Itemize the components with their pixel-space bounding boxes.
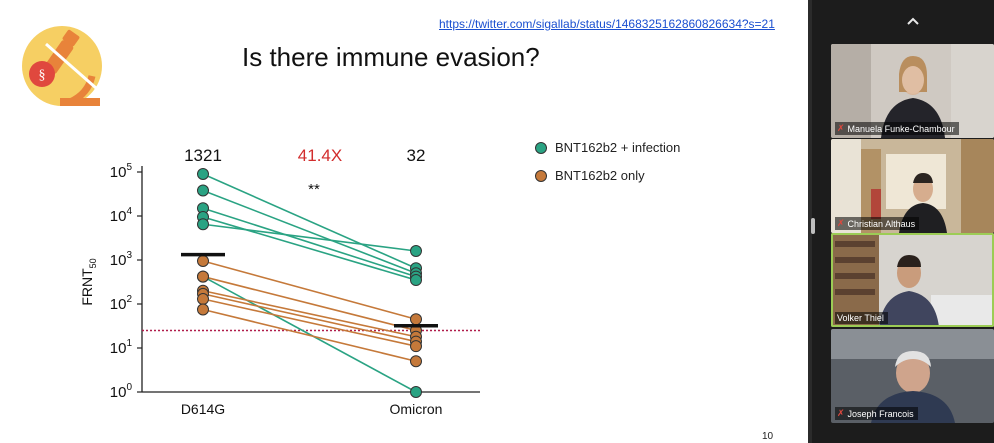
muted-microphone-icon: ✗ bbox=[837, 408, 845, 418]
participant-tile-4[interactable]: ✗ Joseph Francois bbox=[831, 329, 994, 423]
legend-vaccine-only-label: BNT162b2 only bbox=[555, 168, 645, 183]
omicron-gmt-label: 32 bbox=[407, 146, 426, 165]
paired-line bbox=[202, 275, 417, 332]
data-point bbox=[197, 270, 209, 283]
page-number: 10 bbox=[762, 431, 774, 442]
paired-line bbox=[202, 289, 417, 338]
muted-microphone-icon: ✗ bbox=[837, 123, 845, 133]
legend-infection-swatch bbox=[535, 141, 547, 154]
frnt50-chart: 1321 41.4X 32 ** 100 101 102 103 104 105 FRNT5… bbox=[79, 146, 480, 417]
participant-name-tag: ✗ Joseph Francois bbox=[835, 407, 918, 420]
paired-line bbox=[202, 308, 417, 363]
participant-name-tag: ✗ Manuela Funke-Chambour bbox=[835, 122, 959, 135]
participant-tile-2[interactable]: ✗ Christian Althaus bbox=[831, 139, 994, 233]
participant-video bbox=[831, 233, 994, 327]
participant-name: Manuela Funke-Chambour bbox=[847, 123, 955, 134]
data-point bbox=[410, 313, 422, 326]
collapse-chevron-up-icon[interactable] bbox=[903, 11, 923, 31]
panel-resize-handle[interactable] bbox=[811, 218, 815, 234]
paired-line bbox=[202, 298, 417, 347]
y-tick-label: 103 bbox=[110, 250, 133, 269]
muted-microphone-icon: ✗ bbox=[837, 218, 845, 228]
data-point bbox=[410, 274, 422, 287]
legend-infection: BNT162b2 + infection bbox=[535, 140, 680, 155]
data-point bbox=[410, 355, 422, 368]
paired-line bbox=[202, 223, 417, 252]
y-tick-label: 102 bbox=[110, 294, 133, 313]
paired-line bbox=[202, 173, 417, 269]
legend-vaccine-only: BNT162b2 only bbox=[535, 168, 645, 183]
svg-text:§: § bbox=[39, 68, 46, 83]
data-point bbox=[197, 292, 209, 305]
participant-tile-1[interactable]: ✗ Manuela Funke-Chambour bbox=[831, 44, 994, 138]
paired-line bbox=[202, 260, 417, 321]
data-point bbox=[197, 184, 209, 197]
paired-line bbox=[202, 189, 417, 274]
microscope-logo-icon: § bbox=[22, 26, 102, 106]
y-axis-title: FRNT50 bbox=[79, 258, 98, 305]
paired-line bbox=[202, 275, 417, 393]
presentation-slide: § https://twitter.com/sigallab/status/14… bbox=[0, 0, 808, 443]
significance-label: ** bbox=[308, 181, 320, 198]
participant-name: Volker Thiel bbox=[837, 313, 884, 323]
d614g-gmt-label: 1321 bbox=[184, 146, 222, 165]
participant-name: Christian Althaus bbox=[847, 218, 916, 229]
source-link[interactable]: https://twitter.com/sigallab/status/1468… bbox=[439, 17, 775, 31]
panel-divider bbox=[808, 0, 812, 443]
participant-name-tag: Volker Thiel bbox=[835, 312, 888, 324]
data-point bbox=[197, 254, 209, 267]
data-point bbox=[410, 245, 422, 258]
y-tick-label: 100 bbox=[110, 382, 133, 401]
x-tick-label: D614G bbox=[181, 401, 225, 417]
y-tick-label: 101 bbox=[110, 338, 133, 357]
fold-change-label: 41.4X bbox=[298, 146, 342, 165]
data-point bbox=[410, 340, 422, 353]
data-point bbox=[197, 218, 209, 231]
participant-name-tag: ✗ Christian Althaus bbox=[835, 217, 920, 230]
data-point bbox=[197, 168, 209, 181]
x-tick-label: Omicron bbox=[390, 401, 443, 417]
paired-line bbox=[202, 207, 417, 278]
data-point bbox=[197, 303, 209, 316]
data-point bbox=[410, 386, 422, 398]
participant-name: Joseph Francois bbox=[847, 408, 914, 419]
legend-infection-label: BNT162b2 + infection bbox=[555, 140, 681, 155]
paired-line bbox=[202, 216, 417, 281]
y-tick-label: 104 bbox=[110, 206, 133, 225]
participant-tile-3-active-speaker[interactable]: Volker Thiel bbox=[831, 233, 994, 327]
paired-line bbox=[202, 293, 417, 343]
legend-vaccine-only-swatch bbox=[535, 169, 547, 182]
y-tick-label: 105 bbox=[110, 162, 133, 181]
slide-title: Is there immune evasion? bbox=[242, 42, 540, 72]
